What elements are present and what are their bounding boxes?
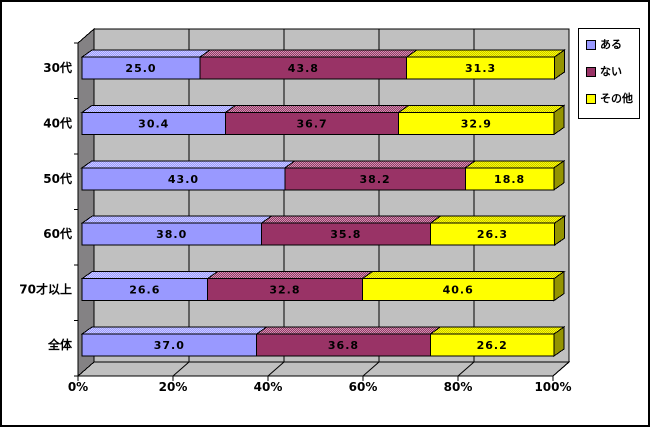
chart-floor bbox=[76, 361, 571, 377]
x-axis-label: 20% bbox=[159, 380, 188, 394]
legend-item: その他 bbox=[586, 93, 639, 105]
chart-back-wall bbox=[93, 28, 570, 363]
bar-segment-top-face bbox=[80, 104, 238, 113]
bar-segment-top-face bbox=[198, 49, 419, 58]
x-axis-label: 0% bbox=[68, 380, 88, 394]
category-label: 50代 bbox=[43, 171, 72, 186]
bar-segment-top-face bbox=[405, 49, 567, 58]
bar-segment-top-face bbox=[428, 215, 567, 224]
bar-value-label: 31.3 bbox=[465, 62, 496, 75]
bar-value-label: 37.0 bbox=[154, 339, 185, 352]
x-axis-label: 60% bbox=[349, 380, 378, 394]
bar-segment-top-face bbox=[259, 215, 442, 224]
x-axis-tick-leader bbox=[172, 361, 190, 377]
x-axis-tick-leader bbox=[362, 361, 380, 377]
bar-segment-top-face bbox=[463, 160, 566, 169]
x-axis-tick-leader bbox=[267, 361, 285, 377]
legend-label: ない bbox=[600, 65, 622, 78]
bar-value-label: 26.2 bbox=[477, 339, 508, 352]
x-axis-label: 40% bbox=[254, 380, 283, 394]
bar-segment-top-face bbox=[80, 49, 212, 58]
legend-item: ある bbox=[586, 39, 639, 51]
bar-value-label: 36.8 bbox=[328, 339, 359, 352]
bar-segment-top-face bbox=[397, 104, 566, 113]
bar-segment bbox=[429, 222, 555, 246]
bar-segment-top-face bbox=[80, 215, 273, 224]
x-axis-tick-leader bbox=[457, 361, 475, 377]
bar-segment-top-face bbox=[80, 326, 269, 335]
bar-segment bbox=[361, 278, 555, 302]
bar-segment bbox=[398, 111, 555, 135]
category-label: 60代 bbox=[43, 226, 72, 241]
bar-value-label: 30.4 bbox=[138, 117, 169, 130]
legend-swatch bbox=[586, 67, 596, 77]
category-label: 全体 bbox=[47, 337, 73, 352]
legend-label: その他 bbox=[600, 92, 633, 105]
bar-value-label: 35.8 bbox=[330, 228, 361, 241]
bar-value-label: 26.3 bbox=[477, 228, 508, 241]
bar-segment-top-face bbox=[428, 326, 566, 335]
bar-value-label: 40.6 bbox=[443, 284, 474, 297]
bar-segment-top-face bbox=[80, 271, 220, 280]
x-axis-label: 80% bbox=[444, 380, 473, 394]
bar-value-label: 32.8 bbox=[269, 284, 300, 297]
x-axis-tick-leader bbox=[552, 361, 570, 377]
bar-value-label: 43.0 bbox=[168, 173, 199, 186]
bar-segment-top-face bbox=[205, 271, 374, 280]
chart-side-wall bbox=[77, 27, 95, 378]
bar-segment bbox=[429, 333, 555, 357]
bar-segment-top-face bbox=[255, 326, 442, 335]
legend-label: ある bbox=[600, 38, 622, 51]
category-label: 70才以上 bbox=[19, 282, 72, 297]
category-label: 40代 bbox=[43, 115, 72, 130]
bar-segment-top-face bbox=[283, 160, 477, 169]
bar-segment-top-face bbox=[360, 271, 566, 280]
legend-swatch bbox=[586, 94, 596, 104]
bar-value-label: 38.2 bbox=[360, 173, 391, 186]
bar-value-label: 36.7 bbox=[297, 117, 328, 130]
bar-segment bbox=[406, 56, 555, 80]
bar-value-label: 25.0 bbox=[125, 62, 156, 75]
category-label: 30代 bbox=[43, 60, 72, 75]
bar-value-label: 43.8 bbox=[288, 62, 319, 75]
bar-segment-top-face bbox=[80, 160, 297, 169]
bar-value-label: 32.9 bbox=[461, 117, 492, 130]
legend-swatch bbox=[586, 40, 596, 50]
x-axis-label: 100% bbox=[534, 380, 571, 394]
bar-value-label: 18.8 bbox=[494, 173, 525, 186]
bar-value-label: 38.0 bbox=[156, 228, 187, 241]
bar-segment-top-face bbox=[223, 104, 411, 113]
bar-value-label: 26.6 bbox=[129, 284, 160, 297]
chart-legend: ある ない その他 bbox=[578, 28, 640, 119]
bar-segment bbox=[464, 167, 555, 191]
legend-item: ない bbox=[586, 66, 639, 78]
